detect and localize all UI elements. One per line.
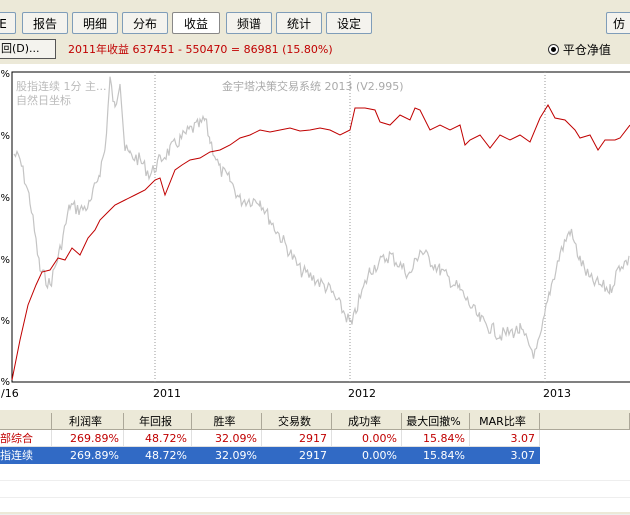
table-row[interactable]: 指连续 269.89% 48.72% 32.09% 2917 0.00% 15.84% 3.0… <box>0 447 540 464</box>
table-header-cell: 胜率 <box>192 413 262 430</box>
table-header-cell <box>0 413 52 430</box>
y-tick-label: 4% <box>0 193 10 204</box>
toolbar-tab[interactable]: 明细 <box>72 12 118 34</box>
table-cell: 3.07 <box>470 447 540 464</box>
plot-frame <box>11 71 630 383</box>
table-header-cell: 交易数 <box>262 413 332 430</box>
x-tick-label: 2011 <box>153 387 181 400</box>
chart-legend: 自然日坐标 <box>16 93 71 107</box>
table-header-filler <box>540 413 630 430</box>
table-cell: 269.89% <box>52 447 124 464</box>
info-bar: 回(D)... 2011年收益 637451 - 550470 = 86981 … <box>0 36 630 64</box>
toolbar-button[interactable]: 仿 <box>606 12 630 34</box>
table-cell: 3.07 <box>470 430 540 447</box>
table-row[interactable]: 部综合 269.89% 48.72% 32.09% 2917 0.00% 15.84% 3.0… <box>0 430 540 447</box>
toolbar-tab[interactable]: 报告 <box>22 12 68 34</box>
table-cell: 2917 <box>262 430 332 447</box>
toolbar: E 报告 明细 分布 收益 频谱 统计 设定 仿 <box>0 0 630 36</box>
table-header-cell: 年回报 <box>124 413 192 430</box>
x-tick-label: 2013 <box>543 387 571 400</box>
y-tick-label: 1% <box>0 316 10 327</box>
table-header-cell: 最大回撤% <box>402 413 470 430</box>
options-button[interactable]: 回(D)... <box>0 39 56 59</box>
table-cell: 15.84% <box>402 447 470 464</box>
table-empty-row <box>0 481 630 498</box>
radio-label: 平仓净值 <box>562 43 611 57</box>
y-tick-label: 0% <box>0 69 10 80</box>
table-header-cell: MAR比率 <box>470 413 540 430</box>
toolbar-tab[interactable]: 设定 <box>326 12 372 34</box>
radio-option[interactable]: 平仓净值 <box>548 41 611 58</box>
table-header-cell: 成功率 <box>332 413 402 430</box>
y-tick-label: 7% <box>0 255 10 266</box>
grid <box>154 72 546 382</box>
chart-title: 金宇塔决策交易系统 2013 (V2.995) <box>222 79 404 93</box>
table-cell: 32.09% <box>192 430 262 447</box>
table-cell: 32.09% <box>192 447 262 464</box>
table-empty-row <box>0 498 630 515</box>
x-tick-label: 1/16 <box>0 387 19 400</box>
table-cell: 48.72% <box>124 430 192 447</box>
toolbar-tab[interactable]: E <box>0 12 16 34</box>
table-cell: 0.00% <box>332 430 402 447</box>
table-cell: 15.84% <box>402 430 470 447</box>
y-axis: 0% 1% 4% 7% 1% 0% <box>0 69 10 388</box>
table-cell: 48.72% <box>124 447 192 464</box>
radio-dot <box>548 44 559 55</box>
table-empty-row <box>0 464 630 481</box>
chart-legend: 股指连续 1分 主... <box>16 79 106 93</box>
table-header-cell: 利润率 <box>52 413 124 430</box>
y-tick-label: 1% <box>0 131 10 142</box>
x-axis: 1/16 2011 2012 2013 <box>0 387 571 400</box>
x-tick-label: 2012 <box>348 387 376 400</box>
y-tick-label: 0% <box>0 377 10 388</box>
price-line <box>13 76 630 359</box>
toolbar-tab[interactable]: 分布 <box>122 12 168 34</box>
summary-text: 2011年收益 637451 - 550470 = 86981 (15.80%) <box>68 43 333 56</box>
toolbar-tab[interactable]: 频谱 <box>226 12 272 34</box>
table-cell: 269.89% <box>52 430 124 447</box>
chart-area: 股指连续 1分 主... 自然日坐标 金宇塔决策交易系统 2013 (V2.99… <box>0 64 630 410</box>
table-cell: 指连续 <box>0 447 52 464</box>
toolbar-tab[interactable]: 统计 <box>276 12 322 34</box>
table-cell: 0.00% <box>332 447 402 464</box>
equity-line <box>11 103 630 381</box>
results-table: 利润率 年回报 胜率 交易数 成功率 最大回撤% MAR比率 部综合 269.89% 48.72%… <box>0 413 630 515</box>
table-cell: 部综合 <box>0 430 52 447</box>
toolbar-tab[interactable]: 收益 <box>172 12 220 34</box>
chart: 股指连续 1分 主... 自然日坐标 金宇塔决策交易系统 2013 (V2.99… <box>0 69 630 400</box>
table-cell: 2917 <box>262 447 332 464</box>
